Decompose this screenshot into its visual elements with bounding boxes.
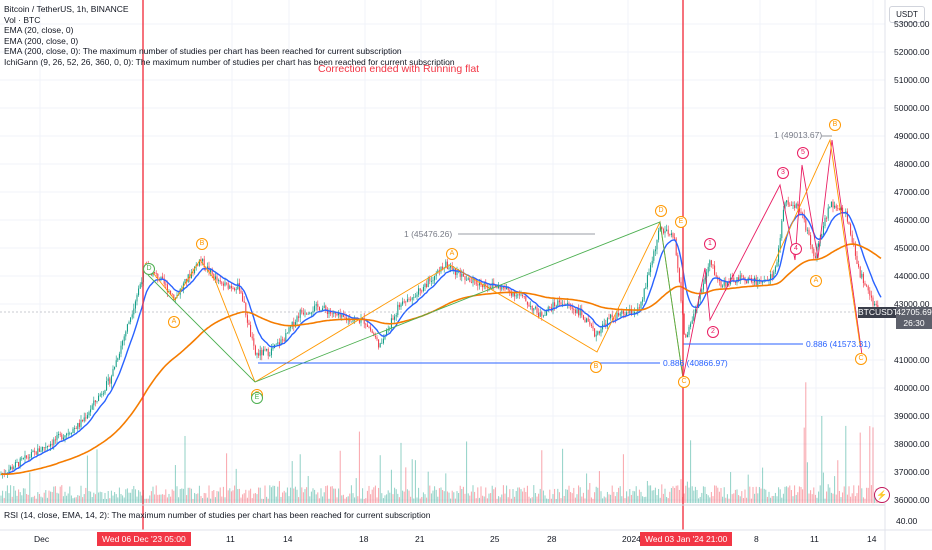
last-price-tag: 42705.69 bbox=[896, 307, 932, 318]
time-axis-label: 2024 bbox=[622, 534, 641, 544]
time-axis-label: Dec bbox=[34, 534, 50, 544]
price-axis-label: 43000.00 bbox=[894, 299, 930, 309]
wave-label: 4 bbox=[790, 243, 802, 255]
flash-icon[interactable]: ⚡ bbox=[874, 487, 890, 503]
correction-annotation[interactable]: Correction ended with Running flat bbox=[318, 63, 480, 75]
time-axis-label: 28 bbox=[547, 534, 557, 544]
price-axis-label: 40000.00 bbox=[894, 383, 930, 393]
legend-ema200-error[interactable]: EMA (200, close, 0): The maximum number … bbox=[4, 46, 402, 57]
price-axis-label: 37000.00 bbox=[894, 467, 930, 477]
wave-label: B bbox=[829, 119, 841, 131]
wave-label: B bbox=[196, 238, 208, 250]
wave-label: A bbox=[168, 316, 180, 328]
time-axis-label: 25 bbox=[490, 534, 500, 544]
rsi-legend[interactable]: RSI (14, close, EMA, 14, 2): The maximum… bbox=[4, 510, 431, 520]
symbol-tag: BTCUSDT bbox=[858, 307, 899, 318]
price-axis-label: 53000.00 bbox=[894, 19, 930, 29]
fib-label-2: 1 (49013.67) bbox=[774, 130, 823, 140]
date-marker-dec: Wed 06 Dec '23 05:00 bbox=[97, 532, 191, 546]
wave-label: A bbox=[446, 248, 458, 260]
volume-bars bbox=[0, 382, 882, 503]
countdown-tag: 26:30 bbox=[896, 318, 932, 329]
price-axis-label: 45000.00 bbox=[894, 243, 930, 253]
price-axis-label: 51000.00 bbox=[894, 75, 930, 85]
ema20-line bbox=[0, 211, 882, 475]
wave-label: 3 bbox=[777, 167, 789, 179]
wave-label: E bbox=[251, 392, 263, 404]
legend-ema200[interactable]: EMA (200, close, 0) bbox=[4, 35, 79, 46]
price-axis-label: 44000.00 bbox=[894, 271, 930, 281]
price-axis-label: 47000.00 bbox=[894, 187, 930, 197]
currency-button[interactable]: USDT bbox=[889, 6, 925, 23]
time-axis-label: 14 bbox=[867, 534, 877, 544]
time-axis-label: 11 bbox=[810, 534, 819, 544]
ema200-line bbox=[1, 243, 882, 475]
wave-label: 5 bbox=[797, 147, 809, 159]
wave-label: C bbox=[678, 376, 690, 388]
price-axis-label: 48000.00 bbox=[894, 159, 930, 169]
fib-label-3: 0.886 (40866.97) bbox=[663, 358, 728, 368]
time-axis-label: 14 bbox=[283, 534, 293, 544]
wave-label: D bbox=[143, 263, 155, 275]
wave-label: E bbox=[675, 216, 687, 228]
legend-ema20[interactable]: EMA (20, close, 0) bbox=[4, 25, 74, 36]
fib-label-1: 1 (45476.26) bbox=[404, 229, 453, 239]
price-axis-label: 52000.00 bbox=[894, 47, 930, 57]
date-marker-jan: Wed 03 Jan '24 21:00 bbox=[640, 532, 733, 546]
price-axis-label: 38000.00 bbox=[894, 439, 930, 449]
time-axis-label: 18 bbox=[359, 534, 369, 544]
time-axis-label: 8 bbox=[754, 534, 759, 544]
price-axis-label: 39000.00 bbox=[894, 411, 930, 421]
price-axis-label: 41000.00 bbox=[894, 355, 930, 365]
legend-title[interactable]: Bitcoin / TetherUS, 1h, BINANCE bbox=[4, 4, 129, 14]
wave-label: C bbox=[855, 353, 867, 365]
wave-label: A bbox=[810, 275, 822, 287]
fib-label-4: 0.886 (41573.31) bbox=[806, 339, 871, 349]
legend-ichigann-error[interactable]: IchiGann (9, 26, 52, 26, 360, 0, 0): The… bbox=[4, 56, 455, 67]
wave-drawings bbox=[144, 138, 863, 383]
time-axis-label: 21 bbox=[415, 534, 425, 544]
price-axis-label: 46000.00 bbox=[894, 215, 930, 225]
time-axis-label: 11 bbox=[226, 534, 235, 544]
wave-label: B bbox=[590, 361, 602, 373]
price-axis-label: 36000.00 bbox=[894, 495, 930, 505]
wave-label: 1 bbox=[704, 238, 716, 250]
price-axis-label: 50000.00 bbox=[894, 103, 930, 113]
wave-label: D bbox=[655, 205, 667, 217]
legend: Bitcoin / TetherUS, 1h, BINANCE Vol · BT… bbox=[4, 4, 455, 68]
price-axis-label: 49000.00 bbox=[894, 131, 930, 141]
grid bbox=[0, 0, 885, 505]
wave-label: 2 bbox=[707, 326, 719, 338]
rsi-axis-label: 40.00 bbox=[896, 516, 918, 526]
legend-volume[interactable]: Vol · BTC bbox=[4, 14, 41, 25]
